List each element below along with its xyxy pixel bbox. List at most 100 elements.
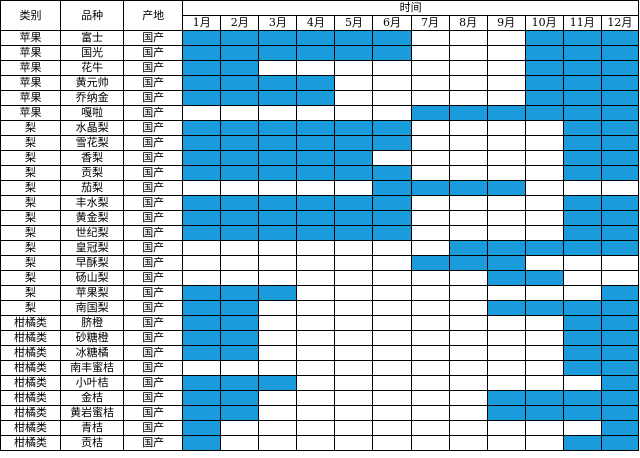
season-cell-empty[interactable] — [258, 360, 298, 376]
season-cell-empty[interactable] — [296, 60, 336, 76]
season-cell-empty[interactable] — [372, 420, 412, 436]
origin-cell[interactable]: 国产 — [123, 135, 184, 151]
season-cell-in-season[interactable] — [220, 300, 260, 316]
season-cell-empty[interactable] — [258, 390, 298, 406]
season-cell-empty[interactable] — [296, 180, 336, 196]
origin-cell[interactable]: 国产 — [123, 315, 184, 331]
header-month-11[interactable]: 11月 — [562, 15, 602, 31]
season-cell-empty[interactable] — [524, 150, 564, 166]
season-cell-in-season[interactable] — [258, 135, 298, 151]
season-cell-empty[interactable] — [448, 285, 488, 301]
season-cell-in-season[interactable] — [182, 195, 222, 211]
variety-cell[interactable]: 丰水梨 — [60, 195, 125, 211]
season-cell-in-season[interactable] — [600, 225, 640, 241]
season-cell-in-season[interactable] — [334, 210, 374, 226]
season-cell-empty[interactable] — [524, 420, 564, 436]
season-cell-empty[interactable] — [334, 240, 374, 256]
season-cell-empty[interactable] — [334, 345, 374, 361]
season-cell-in-season[interactable] — [372, 210, 412, 226]
season-cell-empty[interactable] — [220, 255, 260, 271]
category-cell[interactable]: 梨 — [0, 255, 62, 271]
season-cell-empty[interactable] — [258, 315, 298, 331]
season-cell-in-season[interactable] — [182, 165, 222, 181]
season-cell-empty[interactable] — [562, 420, 602, 436]
season-cell-empty[interactable] — [410, 120, 450, 136]
season-cell-empty[interactable] — [334, 90, 374, 106]
season-cell-empty[interactable] — [334, 75, 374, 91]
origin-cell[interactable]: 国产 — [123, 180, 184, 196]
variety-cell[interactable]: 贡梨 — [60, 165, 125, 181]
season-cell-empty[interactable] — [220, 360, 260, 376]
season-cell-in-season[interactable] — [258, 285, 298, 301]
category-cell[interactable]: 梨 — [0, 135, 62, 151]
season-cell-in-season[interactable] — [220, 405, 260, 421]
season-cell-empty[interactable] — [486, 315, 526, 331]
season-cell-empty[interactable] — [524, 165, 564, 181]
season-cell-empty[interactable] — [486, 420, 526, 436]
season-cell-empty[interactable] — [334, 315, 374, 331]
season-cell-empty[interactable] — [296, 240, 336, 256]
season-cell-in-season[interactable] — [562, 45, 602, 61]
season-cell-in-season[interactable] — [600, 420, 640, 436]
origin-cell[interactable]: 国产 — [123, 45, 184, 61]
season-cell-empty[interactable] — [334, 285, 374, 301]
season-cell-in-season[interactable] — [220, 330, 260, 346]
origin-cell[interactable]: 国产 — [123, 75, 184, 91]
season-cell-in-season[interactable] — [182, 300, 222, 316]
origin-cell[interactable]: 国产 — [123, 90, 184, 106]
season-cell-empty[interactable] — [448, 195, 488, 211]
season-cell-in-season[interactable] — [600, 105, 640, 121]
category-cell[interactable]: 柑橘类 — [0, 375, 62, 391]
category-cell[interactable]: 梨 — [0, 270, 62, 286]
season-cell-in-season[interactable] — [600, 30, 640, 46]
season-cell-empty[interactable] — [372, 240, 412, 256]
origin-cell[interactable]: 国产 — [123, 300, 184, 316]
season-cell-empty[interactable] — [372, 285, 412, 301]
category-cell[interactable]: 苹果 — [0, 45, 62, 61]
season-cell-empty[interactable] — [448, 30, 488, 46]
season-cell-empty[interactable] — [524, 360, 564, 376]
season-cell-empty[interactable] — [334, 300, 374, 316]
season-cell-empty[interactable] — [296, 330, 336, 346]
season-cell-in-season[interactable] — [372, 165, 412, 181]
season-cell-empty[interactable] — [410, 375, 450, 391]
category-cell[interactable]: 柑橘类 — [0, 345, 62, 361]
season-cell-empty[interactable] — [372, 150, 412, 166]
season-cell-in-season[interactable] — [258, 75, 298, 91]
season-cell-empty[interactable] — [258, 420, 298, 436]
season-cell-in-season[interactable] — [600, 240, 640, 256]
season-cell-empty[interactable] — [372, 300, 412, 316]
season-cell-in-season[interactable] — [562, 300, 602, 316]
season-cell-empty[interactable] — [410, 240, 450, 256]
season-cell-empty[interactable] — [334, 390, 374, 406]
season-cell-empty[interactable] — [182, 255, 222, 271]
season-cell-in-season[interactable] — [562, 435, 602, 451]
season-cell-empty[interactable] — [410, 165, 450, 181]
variety-cell[interactable]: 世纪梨 — [60, 225, 125, 241]
season-cell-in-season[interactable] — [296, 135, 336, 151]
season-cell-in-season[interactable] — [334, 150, 374, 166]
season-cell-in-season[interactable] — [220, 120, 260, 136]
season-cell-empty[interactable] — [372, 60, 412, 76]
season-cell-in-season[interactable] — [562, 390, 602, 406]
category-cell[interactable]: 柑橘类 — [0, 360, 62, 376]
variety-cell[interactable]: 早酥梨 — [60, 255, 125, 271]
season-cell-empty[interactable] — [258, 405, 298, 421]
variety-cell[interactable]: 花牛 — [60, 60, 125, 76]
season-cell-in-season[interactable] — [524, 405, 564, 421]
variety-cell[interactable]: 冰糖橘 — [60, 345, 125, 361]
origin-cell[interactable]: 国产 — [123, 120, 184, 136]
season-cell-in-season[interactable] — [296, 195, 336, 211]
season-cell-empty[interactable] — [410, 420, 450, 436]
category-cell[interactable]: 柑橘类 — [0, 435, 62, 451]
season-cell-in-season[interactable] — [524, 240, 564, 256]
season-cell-in-season[interactable] — [562, 360, 602, 376]
header-month-12[interactable]: 12月 — [600, 15, 640, 31]
season-cell-empty[interactable] — [410, 150, 450, 166]
season-cell-empty[interactable] — [448, 300, 488, 316]
season-cell-empty[interactable] — [372, 405, 412, 421]
season-cell-in-season[interactable] — [562, 240, 602, 256]
season-cell-empty[interactable] — [486, 360, 526, 376]
season-cell-empty[interactable] — [448, 390, 488, 406]
season-cell-empty[interactable] — [410, 435, 450, 451]
